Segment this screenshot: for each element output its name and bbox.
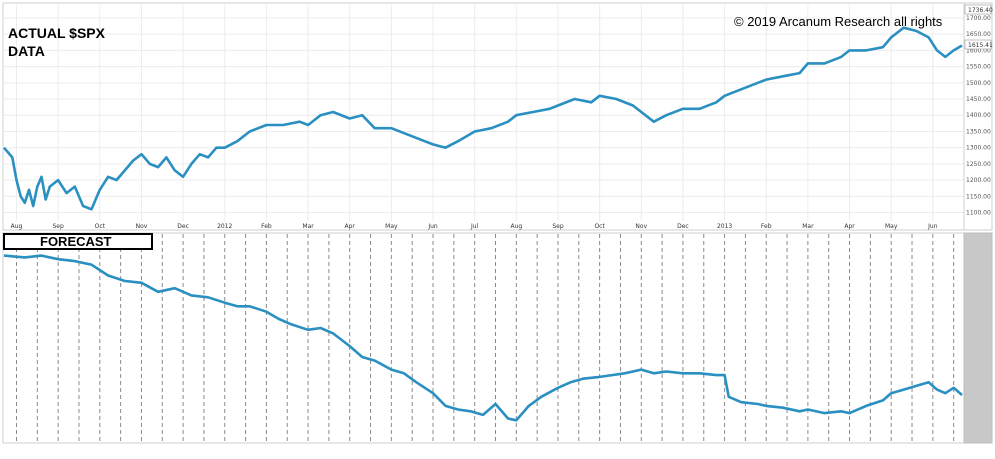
y-tick-label: 1100.00 (966, 210, 991, 217)
actual-panel-frame (2, 2, 965, 231)
x-tick-label: Oct (95, 223, 106, 230)
y-tick-label: 1300.00 (966, 145, 991, 152)
x-tick-label: Feb (761, 223, 772, 230)
high-value-label: 1736.40 (968, 7, 993, 14)
actual-y-axis: 1700.00 1650.00 1600.00 1550.00 1500.00 1450.… (966, 15, 991, 217)
x-tick-label: Nov (136, 223, 148, 230)
spx-price-line (3, 26, 963, 211)
last-value-label: 1615.41 (968, 42, 993, 49)
y-tick-label: 1200.00 (966, 177, 991, 184)
x-tick-label: Dec (177, 223, 189, 230)
x-tick-label: Feb (261, 223, 272, 230)
x-tick-label: Jun (427, 223, 438, 230)
x-tick-label: Sep (552, 223, 564, 230)
copyright-notice: © 2019 Arcanum Research all rights (734, 14, 943, 29)
x-tick-label: Apr (345, 223, 356, 230)
x-tick-label: Oct (594, 223, 605, 230)
x-tick-label: Sep (52, 223, 64, 230)
y-tick-label: 1150.00 (966, 193, 991, 200)
actual-x-axis: Aug Sep Oct Nov Dec 2012 Feb Mar Apr May Jun Jul Aug… (11, 223, 938, 230)
actual-grid (4, 5, 963, 221)
y-tick-label: 1600.00 (966, 47, 991, 54)
y-tick-label: 1550.00 (966, 64, 991, 71)
last-value-tag: 1615.41 (964, 39, 993, 50)
x-tick-label: 2013 (717, 223, 732, 230)
x-tick-label: Mar (302, 223, 314, 230)
x-tick-label: Mar (802, 223, 814, 230)
x-tick-label: May (385, 223, 398, 230)
chart-subtitle: DATA (8, 43, 45, 59)
x-tick-label: 2012 (217, 223, 232, 230)
x-tick-label: Aug (11, 223, 23, 230)
x-tick-label: Aug (510, 223, 522, 230)
x-tick-label: Jun (927, 223, 938, 230)
y-tick-label: 1650.00 (966, 31, 991, 38)
forecast-panel-frame (2, 232, 965, 444)
forecast-side-panel (963, 232, 993, 444)
forecast-title: FORECAST (40, 234, 112, 249)
y-tick-label: 1450.00 (966, 96, 991, 103)
y-tick-label: 1250.00 (966, 161, 991, 168)
y-tick-label: 1500.00 (966, 80, 991, 87)
y-tick-label: 1700.00 (966, 15, 991, 22)
y-tick-label: 1400.00 (966, 112, 991, 119)
forecast-label-box: FORECAST (3, 233, 153, 250)
x-tick-label: May (885, 223, 898, 230)
x-tick-label: Jul (470, 223, 479, 230)
x-tick-label: Nov (635, 223, 647, 230)
chart-title: ACTUAL $SPX (8, 25, 106, 41)
forecast-line (3, 254, 963, 422)
y-tick-label: 1350.00 (966, 128, 991, 135)
high-value-tag: 1736.40 (964, 4, 993, 15)
x-tick-label: Apr (844, 223, 855, 230)
x-tick-label: Dec (677, 223, 689, 230)
